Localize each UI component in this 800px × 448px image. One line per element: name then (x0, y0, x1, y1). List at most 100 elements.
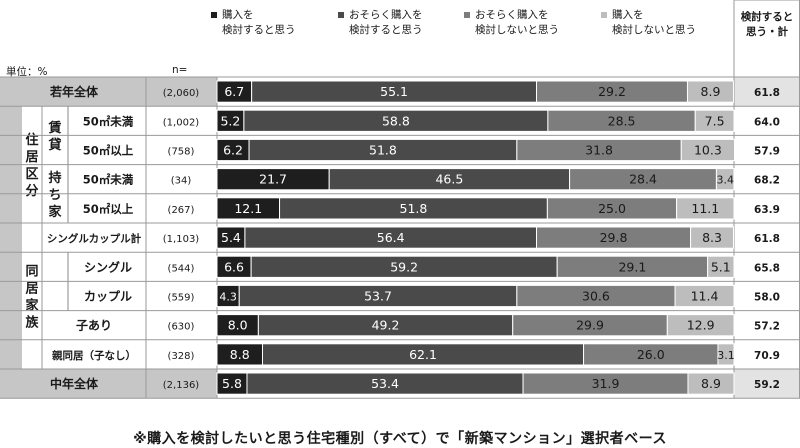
total-cell-background (734, 252, 800, 282)
total-cell-background (734, 106, 800, 136)
row-sample-size: (2,060) (163, 88, 200, 99)
bar-value-label: 6.2 (223, 143, 243, 158)
row-total-value: 57.9 (754, 146, 780, 158)
subgroup-label-char: 持 (48, 170, 61, 186)
legend-label-1: 購入を 検討すると思う (222, 9, 296, 36)
total-cell-background (734, 223, 800, 253)
subgroup-label-char: 貸 (48, 137, 61, 153)
bar-value-label: 5.8 (222, 376, 242, 391)
total-column-header: 検討すると 思う・計 (740, 11, 794, 38)
bar-value-label: 29.9 (576, 318, 604, 333)
group-label-char: 区 (25, 167, 38, 182)
total-cell-background (734, 339, 800, 369)
bar-segment (674, 284, 735, 308)
subgroup-label-char: 賃 (47, 120, 61, 136)
summary-row-background (0, 369, 217, 399)
legend-item-4: 購入を 検討しないと思う (601, 8, 696, 38)
bar-value-label: 6.7 (224, 84, 244, 99)
group-label-char: 居 (25, 282, 38, 297)
row-label: 子あり (76, 319, 112, 333)
bar-value-label: 51.8 (400, 201, 428, 216)
row-total-value: 64.0 (754, 116, 780, 128)
total-cell-background (734, 281, 800, 311)
bar-value-label: 29.8 (600, 230, 628, 245)
summary-total-background (734, 369, 800, 399)
bar-value-label: 8.9 (701, 376, 721, 391)
group-label-char: 分 (25, 183, 38, 199)
bar-value-label: 8.0 (228, 318, 248, 333)
row-total-value: 58.0 (754, 292, 780, 304)
legend-swatch-2 (338, 12, 344, 18)
legend-label-3: おそらく購入を 検討しないと思う (475, 9, 559, 36)
total-cell-background (734, 310, 800, 340)
bar-segment (707, 255, 735, 278)
bar-value-label: 31.8 (585, 143, 613, 158)
row-total-value: 57.2 (754, 321, 780, 333)
bar-value-label: 46.5 (435, 172, 463, 187)
legend-swatch-4 (601, 12, 607, 18)
bar-value-label: 30.6 (582, 289, 610, 304)
bar-value-label: 31.9 (592, 376, 620, 391)
bar-value-label: 5.1 (711, 259, 731, 274)
row-sample-size: (544) (168, 263, 195, 274)
row-label: 50㎡以上 (83, 202, 134, 216)
bar-value-label: 8.9 (701, 84, 721, 99)
bar-value-label: 10.3 (694, 143, 722, 158)
row-total-value: 68.2 (754, 175, 780, 187)
bar-value-label: 8.3 (702, 230, 722, 245)
summary-total-background (734, 77, 800, 107)
bar-value-label: 12.9 (687, 318, 715, 333)
row-total-value: 61.8 (754, 87, 780, 99)
group-label-background (22, 223, 42, 369)
bar-segment (690, 226, 734, 249)
bar-segment (680, 138, 736, 162)
legend-swatch-1 (211, 12, 217, 18)
legend-item-1: 購入を 検討すると思う (211, 8, 296, 38)
bar-value-label: 58.8 (382, 113, 410, 128)
bar-segment (717, 343, 735, 366)
bar-value-label: 55.1 (380, 84, 408, 99)
bar-value-label: 21.7 (259, 172, 287, 187)
subgroup-label-char: 家 (48, 204, 62, 220)
row-total-value: 63.9 (754, 204, 780, 216)
legend-item-2: おそらく購入を 検討すると思う (338, 8, 423, 38)
row-label: シングル (84, 259, 132, 274)
row-label: 親同居（子なし） (52, 349, 136, 362)
row-label: カップル (84, 289, 132, 304)
bar-value-label: 29.1 (618, 259, 646, 274)
bar-value-label: 5.4 (221, 230, 241, 245)
row-label: 中年全体 (50, 376, 99, 391)
bar-value-label: 3.1 (717, 349, 735, 362)
row-label: 若年全体 (49, 84, 99, 99)
bar-value-label: 11.4 (691, 289, 719, 304)
row-sample-size: (559) (168, 293, 195, 304)
group-label-char: 居 (25, 150, 38, 165)
bar-value-label: 28.5 (608, 113, 636, 128)
row-total-value: 70.9 (754, 350, 780, 362)
row-sample-size: (758) (168, 147, 195, 158)
bar-value-label: 49.2 (372, 318, 400, 333)
bar-value-label: 28.4 (629, 172, 657, 187)
row-sample-size: (328) (168, 351, 195, 362)
legend-swatch-3 (464, 12, 470, 18)
sample-size-header: n= (172, 64, 188, 76)
bar-value-label: 29.2 (598, 84, 626, 99)
bar-value-label: 3.4 (716, 174, 734, 187)
legend-item-3: おそらく購入を 検討しないと思う (464, 8, 559, 38)
row-total-value: 59.2 (754, 379, 780, 391)
row-sample-size: (1,103) (163, 234, 200, 245)
bar-value-label: 11.1 (691, 201, 719, 216)
bar-value-label: 4.3 (219, 291, 237, 304)
group-label-char: 家 (25, 298, 39, 314)
bar-value-label: 53.7 (364, 289, 392, 304)
footnote: ※購入を検討したいと思う住宅種別（すべて）で「新築マンション」選択者ベース (133, 431, 667, 447)
bar-value-label: 5.2 (220, 113, 240, 128)
bar-value-label: 7.5 (705, 113, 725, 128)
group-label-char: 族 (25, 315, 39, 331)
subgroup-label-char: ち (48, 188, 61, 203)
legend-label-4: 購入を 検討しないと思う (612, 9, 696, 36)
bar-segment (676, 197, 735, 220)
row-total-value: 65.8 (754, 262, 780, 274)
row-label: 50㎡未満 (83, 173, 134, 187)
